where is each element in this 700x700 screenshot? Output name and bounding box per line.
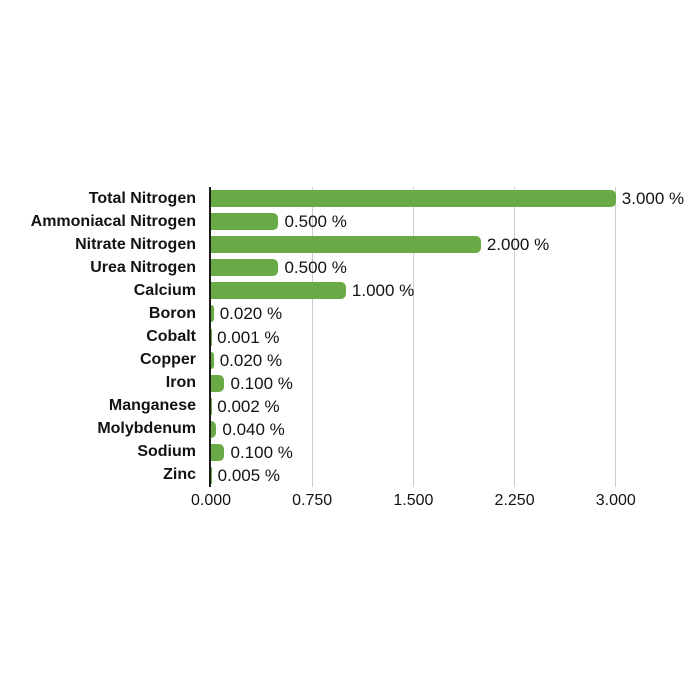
- bar-row: 2.000 %: [211, 233, 664, 256]
- category-label: Zinc: [163, 466, 196, 484]
- category-label: Boron: [148, 304, 196, 322]
- bar-row: 0.001 %: [211, 325, 664, 348]
- bar: [211, 466, 212, 484]
- bar-row: 0.040 %: [211, 418, 664, 441]
- bar: [211, 190, 616, 208]
- value-label: 0.002 %: [217, 396, 280, 416]
- bar: [211, 282, 346, 300]
- value-label: 0.100 %: [230, 442, 293, 462]
- bar: [211, 374, 225, 392]
- category-label: Total Nitrogen: [88, 189, 196, 207]
- value-label: 0.500 %: [284, 258, 347, 278]
- value-label: 0.005 %: [217, 465, 281, 485]
- value-label: 3.000 %: [621, 189, 685, 209]
- bar: [211, 305, 214, 323]
- bar-row: 0.020 %: [211, 349, 664, 372]
- bar-row: 0.005 %: [211, 464, 664, 487]
- bar-row: 0.100 %: [211, 441, 664, 464]
- bars-layer: 3.000 % 0.500 % 2.000 % 0.500 % 1.000 % 0.020…: [211, 187, 684, 487]
- category-label: Molybdenum: [97, 420, 196, 438]
- x-tick-label: 1.500: [393, 492, 434, 509]
- gridline: [615, 187, 617, 487]
- bar-row: 1.000 %: [211, 279, 664, 302]
- bar-row: 0.500 %: [211, 210, 664, 233]
- x-tick-label: 0.000: [190, 492, 232, 509]
- category-label: Manganese: [108, 397, 196, 415]
- value-label: 0.001 %: [217, 327, 280, 347]
- category-axis: Total Nitrogen Ammoniacal Nitrogen Nitrate…: [0, 187, 196, 487]
- bar: [211, 213, 279, 231]
- value-label: 0.020 %: [219, 304, 283, 324]
- bar: [211, 236, 481, 254]
- value-label: 0.040 %: [222, 419, 285, 439]
- bar: [211, 259, 279, 277]
- x-tick-label: 3.000: [595, 492, 636, 509]
- category-label: Iron: [165, 374, 196, 392]
- x-tick-label: 2.250: [494, 492, 535, 509]
- value-label: 0.100 %: [230, 373, 293, 393]
- plot-area: 3.000 % 0.500 % 2.000 % 0.500 % 1.000 % 0.020…: [209, 187, 684, 487]
- bar-row: 0.002 %: [211, 395, 664, 418]
- bar: [211, 351, 214, 369]
- category-label: Copper: [140, 351, 196, 369]
- value-label: 1.000 %: [351, 281, 415, 301]
- x-tick-label: 0.750: [292, 492, 333, 509]
- category-label: Cobalt: [146, 328, 196, 345]
- gridline: [311, 187, 313, 487]
- grid-layer: [211, 187, 664, 487]
- category-label: Urea Nitrogen: [90, 258, 196, 276]
- category-label: Calcium: [133, 281, 196, 299]
- bar-row: 3.000 %: [211, 187, 684, 210]
- bar: [211, 443, 225, 461]
- bar-row: 0.100 %: [211, 372, 664, 395]
- value-label: 0.500 %: [284, 212, 347, 232]
- category-label: Sodium: [137, 443, 196, 461]
- bar: [211, 420, 217, 438]
- value-label: 2.000 %: [486, 235, 550, 255]
- category-label: Nitrate Nitrogen: [75, 235, 196, 253]
- gridline: [514, 187, 516, 487]
- category-label: Ammoniacal Nitrogen: [30, 212, 196, 230]
- bar-row: 0.020 %: [211, 302, 664, 325]
- bar-row: 0.500 %: [211, 256, 664, 279]
- x-axis-ticks: 0.000 0.750 1.500 2.250 3.000: [0, 492, 700, 512]
- gridline: [412, 187, 414, 487]
- value-label: 0.020 %: [219, 350, 283, 370]
